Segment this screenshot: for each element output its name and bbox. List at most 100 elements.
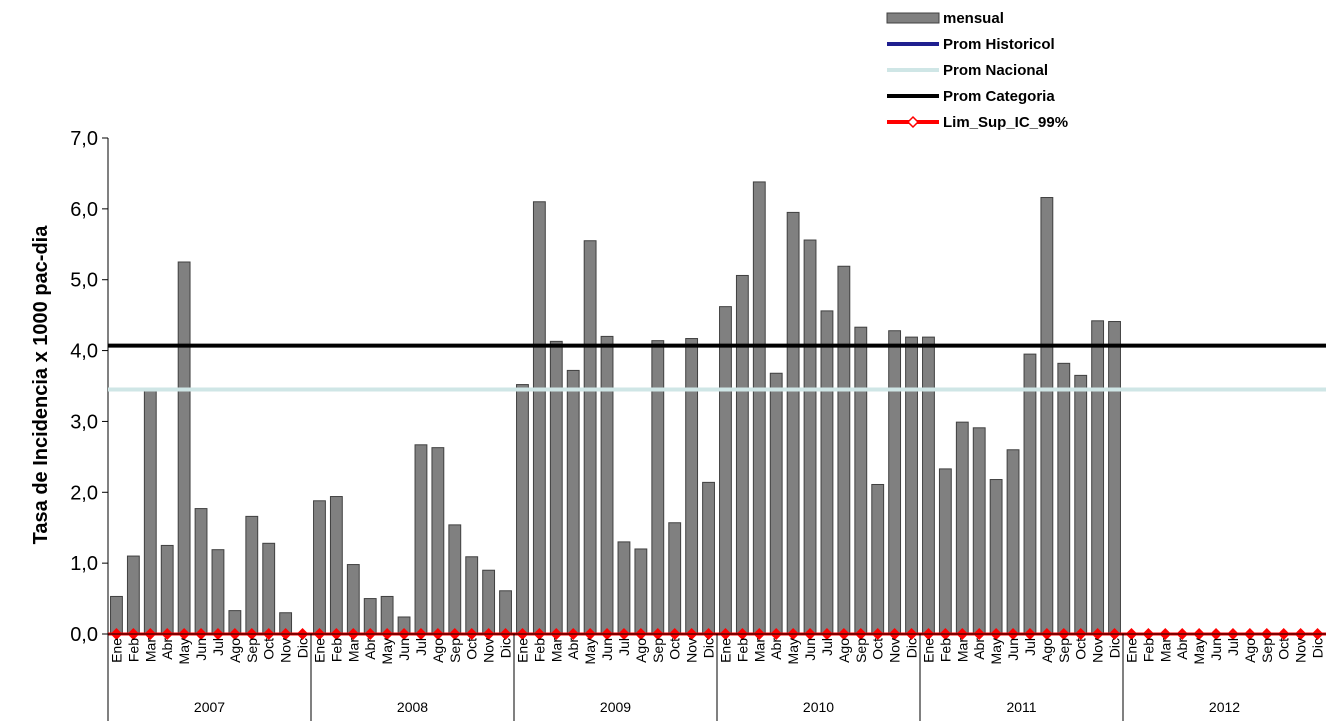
x-tick-label: Nov	[1293, 638, 1309, 663]
x-tick-label: Abr	[1174, 638, 1190, 660]
x-tick-label: Sep	[244, 638, 260, 663]
y-tick-label: 7,0	[70, 128, 98, 150]
x-tick-label: Ene	[108, 638, 124, 663]
bar	[888, 330, 902, 635]
bar	[431, 447, 445, 635]
legend-item: Lim_Sup_IC_99%	[887, 114, 1068, 131]
bar	[160, 544, 174, 635]
bar	[702, 481, 715, 635]
x-tick-label: Jul	[413, 638, 429, 656]
bar	[735, 274, 749, 635]
bar	[245, 515, 259, 635]
bar	[211, 549, 225, 635]
x-tick-label: Mar	[142, 638, 158, 662]
x-tick-label: Dic	[498, 638, 514, 658]
x-tick-label: Jun	[193, 638, 209, 661]
x-tick-label: Mar	[954, 638, 970, 662]
x-tick-label: Ene	[717, 638, 733, 663]
y-tick-label: 2,0	[70, 482, 98, 504]
x-tick-label: Jul	[1022, 638, 1038, 656]
y-tick-label: 4,0	[70, 341, 98, 363]
bar	[955, 421, 969, 635]
bar	[499, 590, 512, 635]
x-tick-label: Feb	[937, 638, 953, 662]
bar	[414, 444, 428, 635]
bar	[1023, 353, 1037, 635]
x-tick-label: Ago	[1242, 638, 1258, 663]
bar	[1091, 320, 1105, 635]
x-tick-label: Oct	[1276, 638, 1292, 660]
x-tick-label: Mar	[548, 638, 564, 662]
bar	[938, 468, 952, 635]
bar	[448, 524, 462, 635]
bar	[922, 336, 935, 635]
bar	[194, 508, 208, 635]
legend-label: Prom Historicol	[943, 36, 1055, 53]
bar	[905, 336, 918, 635]
x-tick-label: Dic	[904, 638, 920, 658]
y-tick-label: 3,0	[70, 411, 98, 433]
x-tick-label: Dic	[295, 638, 311, 658]
bar	[1108, 321, 1121, 635]
bar	[786, 211, 800, 635]
x-tick-label: Dic	[1107, 638, 1123, 658]
x-tick-label: Jun	[1005, 638, 1021, 661]
legend: mensual Prom Historicol Prom Nacional Prom …	[886, 10, 1068, 131]
bar	[126, 555, 140, 635]
bar	[651, 340, 665, 635]
legend-item: Prom Historicol	[887, 36, 1055, 53]
bar	[532, 201, 546, 635]
x-tick-label: Nov	[684, 638, 700, 663]
legend-marker	[906, 115, 920, 129]
x-tick-label: Abr	[971, 638, 987, 660]
bars-group	[110, 181, 1121, 635]
year-label: 2008	[397, 699, 428, 715]
x-tick-label: Jul	[616, 638, 632, 656]
legend-label: Lim_Sup_IC_99%	[943, 114, 1068, 131]
x-tick-label: Oct	[870, 638, 886, 660]
x-tick-label: Feb	[328, 638, 344, 662]
bar	[1040, 197, 1054, 635]
bar	[972, 427, 986, 635]
year-label: 2011	[1006, 699, 1036, 715]
bar	[346, 564, 360, 635]
x-tick-label: Dic	[701, 638, 717, 658]
x-tick-label: Feb	[531, 638, 547, 662]
x-tick-label: Nov	[278, 638, 294, 663]
x-tick-label: Feb	[1140, 638, 1156, 662]
bar	[482, 569, 496, 635]
x-tick-label: Ago	[633, 638, 649, 663]
x-tick-label: Ene	[1123, 638, 1139, 663]
year-label: 2007	[194, 699, 225, 715]
x-tick-label: Feb	[734, 638, 750, 662]
bar	[769, 372, 783, 635]
reference-lines	[108, 343, 1326, 392]
bar	[685, 338, 699, 635]
x-tick-label: Ago	[1039, 638, 1055, 663]
year-label: 2012	[1209, 699, 1240, 715]
legend-item: Prom Nacional	[887, 62, 1048, 79]
x-tick-label: Abr	[159, 638, 175, 660]
bar	[989, 479, 1003, 635]
x-tick-label: Jul	[1225, 638, 1241, 656]
x-tick-label: Mar	[751, 638, 767, 662]
legend-label: Prom Categoria	[943, 88, 1055, 105]
x-tick-label: Oct	[1073, 638, 1089, 660]
bar	[719, 306, 732, 635]
bar	[752, 181, 766, 635]
y-tick-label: 6,0	[70, 199, 98, 221]
x-tick-label: Nov	[481, 638, 497, 663]
bar	[634, 548, 648, 635]
bar	[516, 384, 529, 635]
x-tick-label: Jul	[210, 638, 226, 656]
bar	[820, 310, 834, 635]
x-tick-label: Sep	[1259, 638, 1275, 663]
x-tick-label: Feb	[125, 638, 141, 662]
x-tick-label: Sep	[447, 638, 463, 663]
x-tick-label: Jun	[599, 638, 615, 661]
x-tick-label: Mar	[345, 638, 361, 662]
x-tick-label: Jun	[396, 638, 412, 661]
bar	[617, 541, 631, 635]
bar	[1057, 362, 1071, 635]
y-axis: 0,0 1,0 2,0 3,0 4,0 5,0 6,0 7,0	[70, 128, 109, 646]
